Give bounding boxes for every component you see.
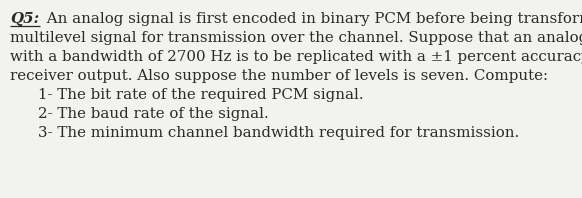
Text: Q5:: Q5: [10, 12, 39, 26]
Text: receiver output. Also suppose the number of levels is seven. Compute:: receiver output. Also suppose the number… [10, 69, 548, 83]
Text: An analog signal is first encoded in binary PCM before being transformed to a: An analog signal is first encoded in bin… [42, 12, 582, 26]
Text: multilevel signal for transmission over the channel. Suppose that an analog mess: multilevel signal for transmission over … [10, 31, 582, 45]
Text: with a bandwidth of 2700 Hz is to be replicated with a ±1 percent accuracy at th: with a bandwidth of 2700 Hz is to be rep… [10, 50, 582, 64]
Text: 1- The bit rate of the required PCM signal.: 1- The bit rate of the required PCM sign… [38, 88, 364, 102]
Text: 2- The baud rate of the signal.: 2- The baud rate of the signal. [38, 107, 269, 121]
Text: 3- The minimum channel bandwidth required for transmission.: 3- The minimum channel bandwidth require… [38, 126, 519, 140]
